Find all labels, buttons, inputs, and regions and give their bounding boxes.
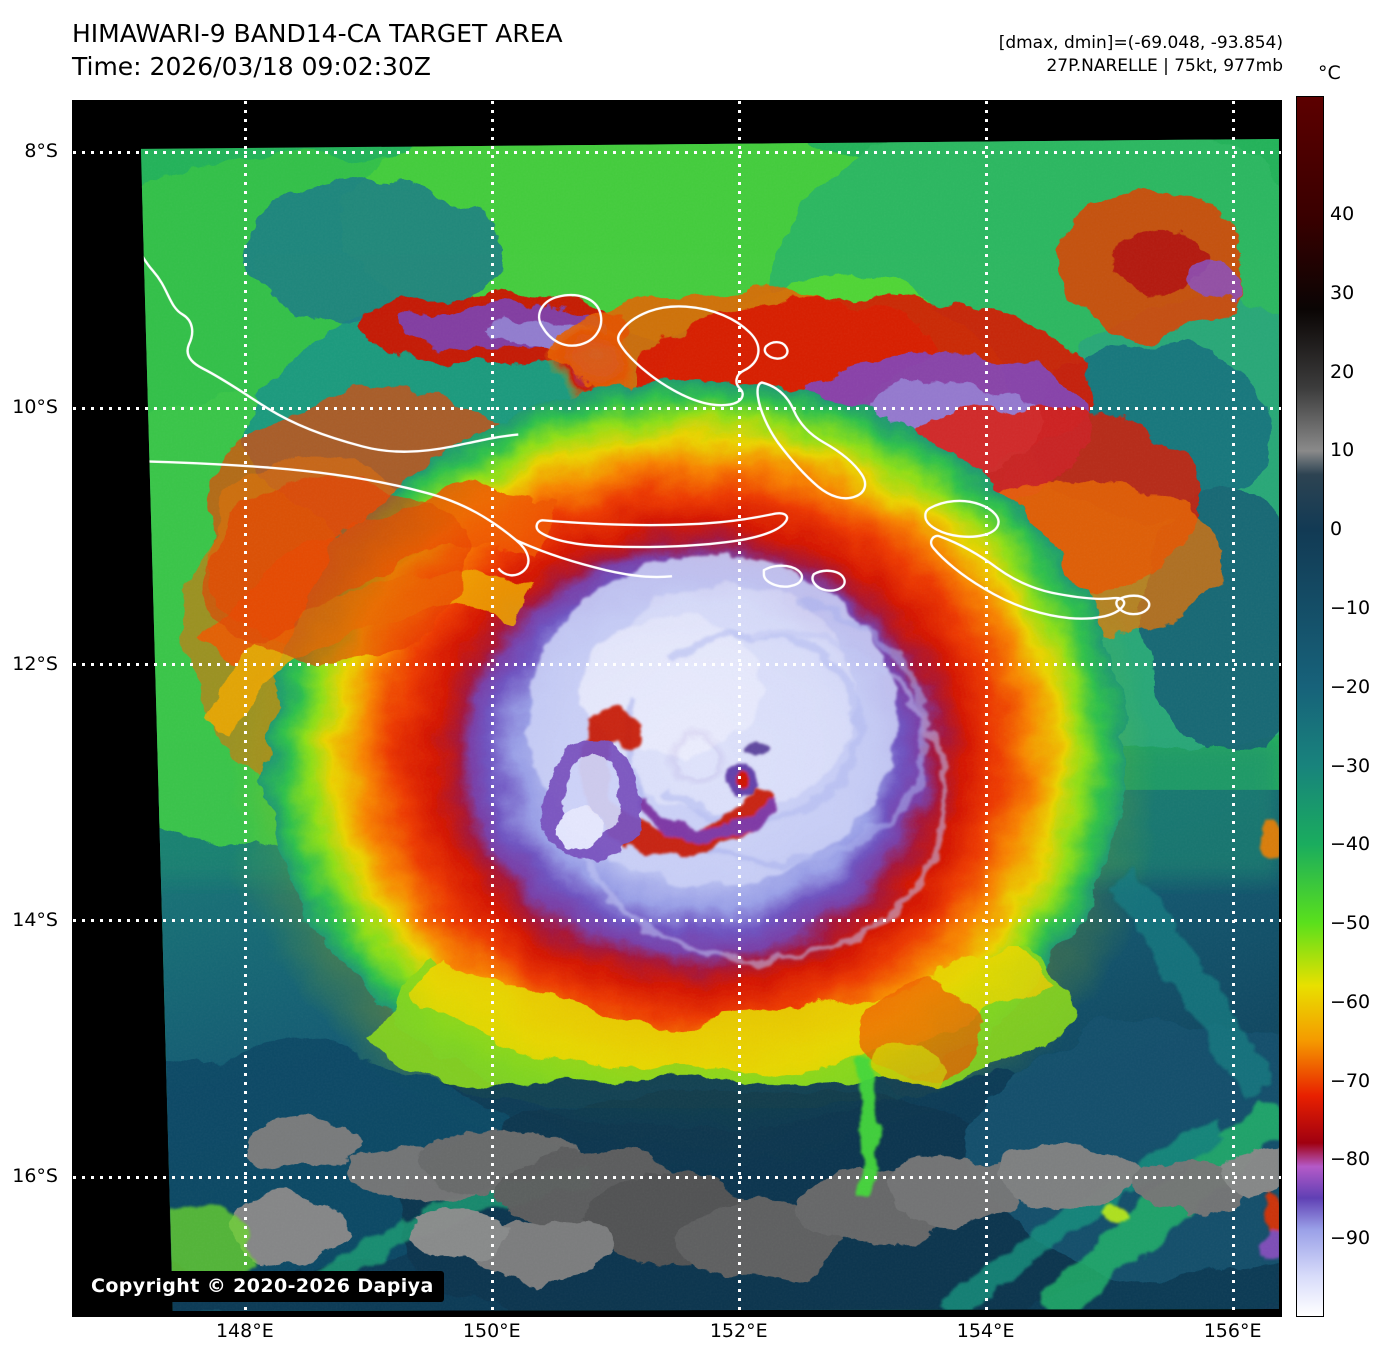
- product-title: HIMAWARI-9 BAND14-CA TARGET AREA: [72, 19, 563, 48]
- colorbar-tick-label: 20: [1330, 360, 1355, 383]
- colorbar-tick-label: −50: [1330, 912, 1371, 935]
- colorbar-tick-label: −80: [1330, 1148, 1371, 1171]
- coastline-overlay: [140, 138, 1151, 620]
- lat-tick-label: 14°S: [12, 908, 58, 931]
- latitude-axis: 8°S 10°S 12°S 14°S 16°S: [0, 100, 66, 1317]
- infrared-satellite-imagery: [73, 101, 1281, 1316]
- colorbar-tick-label: −20: [1330, 675, 1371, 698]
- lon-tick-label: 154°E: [956, 1320, 1015, 1342]
- metadata-block: [dmax, dmin]=(-69.048, -93.854) 27P.NARE…: [999, 32, 1283, 78]
- lon-tick-label: 150°E: [462, 1320, 521, 1342]
- lat-tick-label: 12°S: [12, 652, 58, 675]
- colorbar-tick-label: −10: [1330, 597, 1371, 620]
- lat-tick-label: 16°S: [12, 1165, 58, 1188]
- lat-tick-label: 8°S: [24, 140, 58, 163]
- observation-time: Time: 2026/03/18 09:02:30Z: [72, 51, 431, 81]
- satellite-map-axes[interactable]: Copyright © 2020-2026 Dapiya: [72, 100, 1282, 1317]
- storm-info-label: 27P.NARELLE | 75kt, 977mb: [1046, 55, 1283, 76]
- colorbar-tick-label: −90: [1330, 1227, 1371, 1250]
- copyright-label: Copyright © 2020-2026 Dapiya: [83, 1271, 444, 1302]
- colorbar-tick-label: −70: [1330, 1069, 1371, 1092]
- colorbar-tick-label: 10: [1330, 439, 1355, 462]
- colorbar-tick-label: −30: [1330, 754, 1371, 777]
- lat-tick-label: 10°S: [12, 396, 58, 419]
- colorbar-unit-label: °C: [1318, 62, 1341, 84]
- colorbar-tick-label: 0: [1330, 518, 1343, 541]
- lon-tick-label: 152°E: [709, 1320, 768, 1342]
- colorbar-tick-label: −60: [1330, 990, 1371, 1013]
- page-title: HIMAWARI-9 BAND14-CA TARGET AREA Time: 2…: [72, 18, 563, 83]
- colorbar-tick-label: −40: [1330, 833, 1371, 856]
- longitude-axis: 148°E 150°E 152°E 154°E 156°E: [72, 1320, 1282, 1350]
- colorbar[interactable]: [1296, 96, 1324, 1317]
- colorbar-gradient: [1296, 96, 1324, 1317]
- lon-tick-label: 148°E: [215, 1320, 274, 1342]
- dminmax-label: [dmax, dmin]=(-69.048, -93.854): [998, 33, 1283, 53]
- colorbar-tick-label: 40: [1330, 203, 1355, 226]
- colorbar-tick-label: 30: [1330, 281, 1355, 304]
- lon-tick-label: 156°E: [1203, 1320, 1262, 1342]
